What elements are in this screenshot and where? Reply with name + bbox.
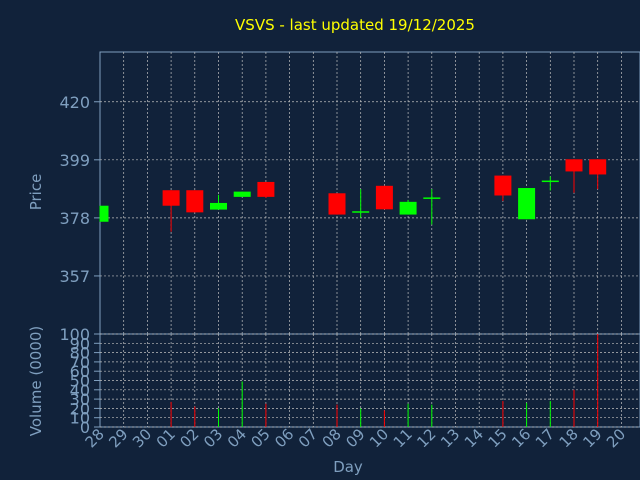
- x-tick-label: 13: [437, 425, 463, 451]
- candle-body: [565, 159, 583, 172]
- x-tick-label: 18: [556, 425, 582, 451]
- x-tick-label: 20: [603, 425, 629, 451]
- candle-body: [494, 175, 512, 196]
- x-tick-label: 30: [129, 425, 155, 451]
- price-plot-frame: [99, 51, 640, 335]
- price-tick-label: 399: [59, 151, 90, 170]
- x-tick-label: 29: [105, 425, 131, 451]
- volume-tick-label: 30: [70, 390, 90, 409]
- candle-body: [589, 159, 607, 175]
- candle-body: [352, 211, 370, 213]
- volume-tick-label: 100: [59, 325, 90, 344]
- x-axis: 2829300102030405060708091011121314151617…: [82, 425, 630, 451]
- volume-tick-label: 10: [70, 409, 90, 428]
- x-tick-label: 01: [153, 425, 179, 451]
- candle-body: [100, 205, 109, 222]
- candle-body: [541, 180, 559, 183]
- x-tick-label: 16: [508, 425, 534, 451]
- price-tick-label: 357: [59, 267, 90, 286]
- price-panel: 357 378 399 420: [59, 51, 640, 335]
- candle-body: [518, 188, 536, 220]
- price-axis-label: Price: [27, 174, 45, 211]
- volume-tick-label: 20: [70, 399, 90, 418]
- volume-axis-label: Volume (0000): [27, 326, 45, 436]
- x-tick-label: 09: [342, 425, 368, 451]
- x-tick-label: 14: [461, 425, 487, 451]
- x-tick-label: 07: [295, 425, 321, 451]
- x-tick-label: 10: [366, 425, 392, 451]
- x-tick-label: 12: [413, 425, 439, 451]
- x-tick-label: 08: [319, 425, 345, 451]
- x-tick-label: 15: [484, 425, 510, 451]
- chart-title: VSVS - last updated 19/12/2025: [235, 16, 475, 34]
- price-tick-label: 420: [59, 93, 90, 112]
- x-axis-label: Day: [333, 458, 363, 476]
- volume-tick-label: 50: [70, 372, 90, 391]
- price-tick-label: 378: [59, 209, 90, 228]
- candle-body: [210, 202, 227, 210]
- candle-body: [186, 190, 204, 213]
- candle-body: [257, 181, 275, 197]
- x-tick-label: 19: [579, 425, 605, 451]
- x-tick-label: 06: [271, 425, 297, 451]
- candle-body: [423, 197, 441, 199]
- volume-tick-label: 0: [80, 418, 90, 437]
- x-tick-label: 02: [176, 425, 202, 451]
- volume-tick-label: 60: [70, 362, 90, 381]
- x-tick-label: 17: [532, 425, 558, 451]
- candle-body: [375, 185, 393, 210]
- x-tick-label: 03: [200, 425, 226, 451]
- x-tick-label: 11: [390, 425, 416, 451]
- candle-body: [328, 193, 346, 215]
- x-tick-label: 04: [224, 425, 250, 451]
- volume-tick-label: 40: [70, 381, 90, 400]
- candle-body: [162, 190, 180, 206]
- x-tick-label: 05: [247, 425, 273, 451]
- volume-tick-label: 80: [70, 344, 90, 363]
- volume-tick-label: 70: [70, 353, 90, 372]
- candle-body: [233, 191, 251, 197]
- candle-body: [399, 201, 417, 215]
- volume-tick-label: 90: [70, 334, 90, 353]
